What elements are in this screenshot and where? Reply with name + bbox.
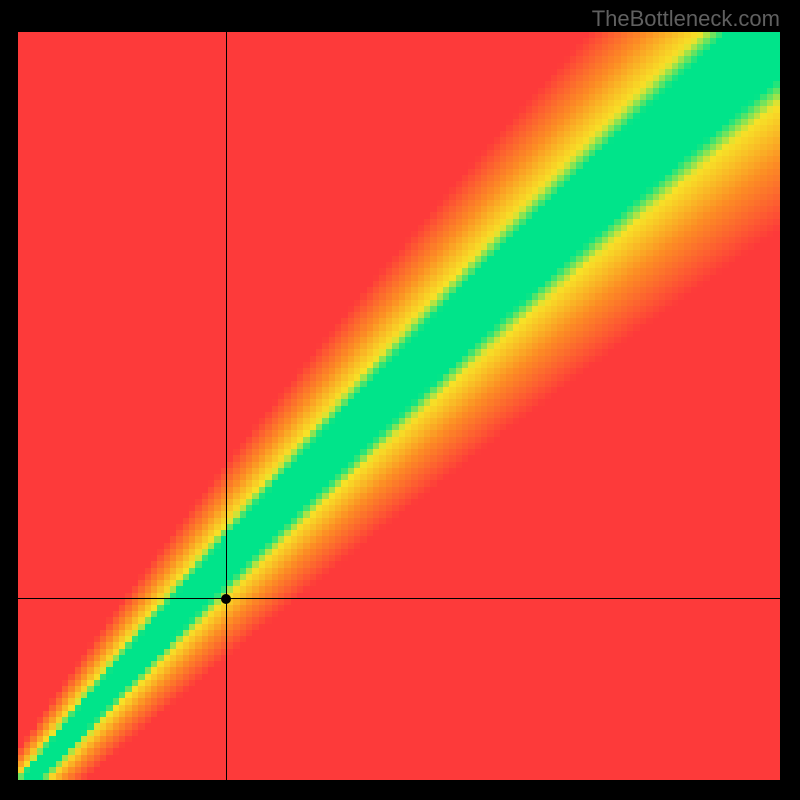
- crosshair-vertical: [226, 32, 227, 780]
- heatmap-canvas: [18, 32, 780, 780]
- heatmap-plot: [18, 32, 780, 780]
- watermark-text: TheBottleneck.com: [592, 6, 780, 32]
- crosshair-horizontal: [18, 598, 780, 599]
- crosshair-marker: [221, 594, 231, 604]
